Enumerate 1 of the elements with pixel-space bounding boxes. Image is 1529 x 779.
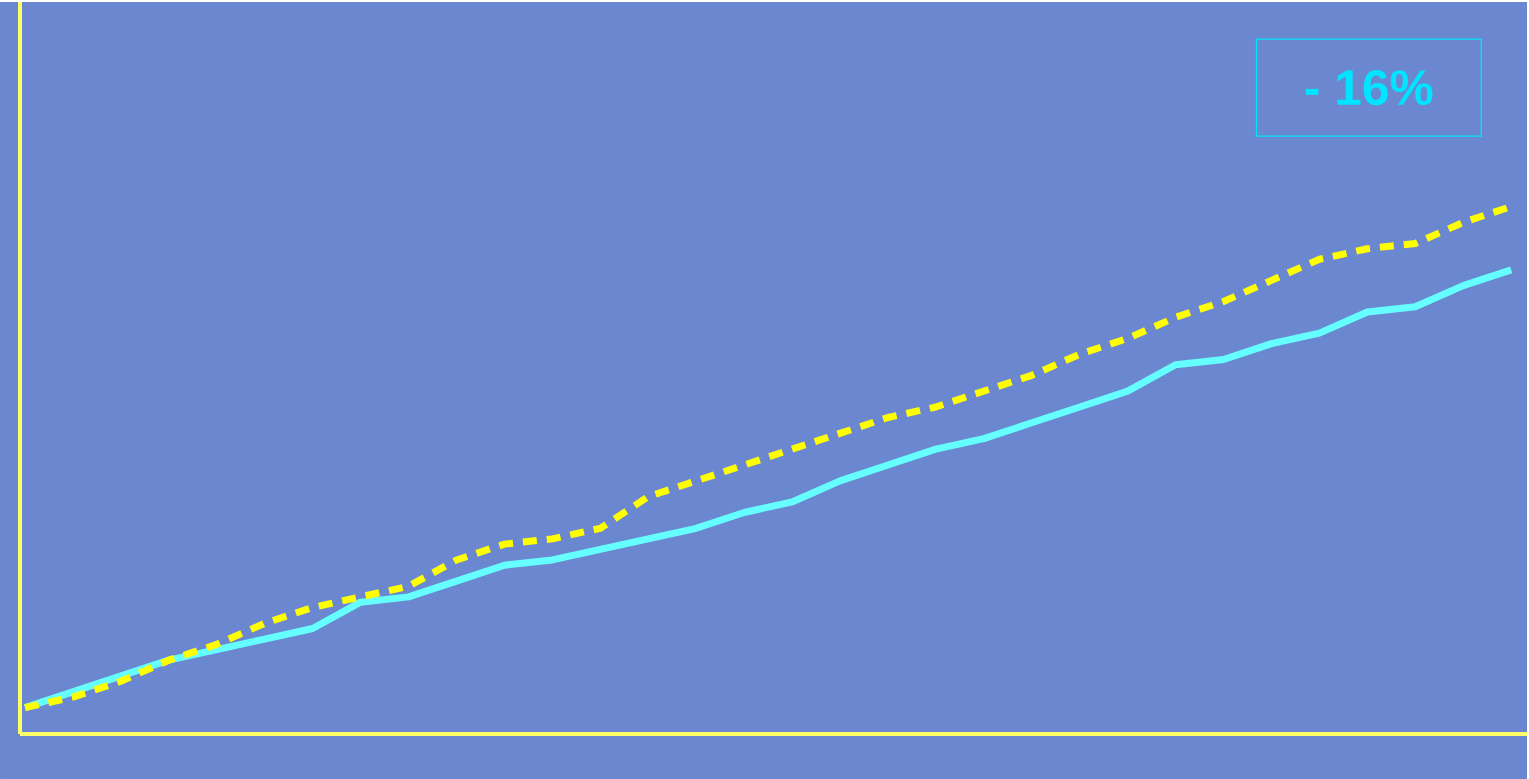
text: - 16% — [1305, 70, 1433, 106]
